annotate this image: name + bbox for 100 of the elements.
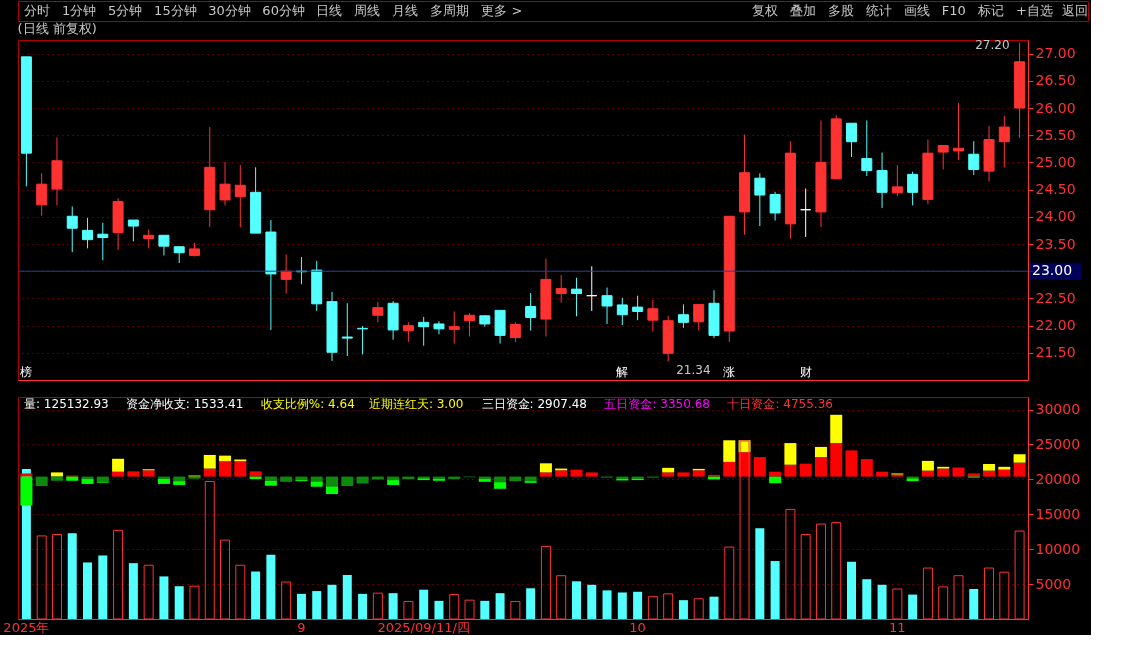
- bar: [952, 467, 965, 477]
- y-tick-label: 10000: [1035, 540, 1081, 557]
- y-tick-label: 25000: [1035, 435, 1081, 452]
- bar: [830, 443, 843, 477]
- bar: [174, 586, 184, 619]
- y-tick-label: 21.50: [1035, 344, 1076, 361]
- candlestick: [82, 217, 94, 249]
- bar: [847, 561, 857, 619]
- y-tick-label: 5000: [1035, 575, 1072, 592]
- bar: [998, 469, 1011, 477]
- bar: [862, 579, 872, 619]
- candlestick: [800, 188, 812, 238]
- bar: [142, 470, 155, 477]
- candlestick: [632, 295, 644, 321]
- y-tick-label: 20000: [1035, 470, 1081, 487]
- bar: [50, 472, 63, 477]
- y-tick-label: 15000: [1035, 505, 1081, 522]
- y-tick-label: 26.00: [1035, 99, 1076, 116]
- candlestick: [357, 325, 369, 355]
- candlestick: [234, 164, 246, 228]
- y-tick-label: 25.50: [1035, 126, 1076, 143]
- bar: [860, 459, 873, 477]
- text: 月线: [392, 3, 419, 18]
- bar: [66, 476, 79, 481]
- bar: [877, 584, 887, 619]
- bar: [494, 476, 507, 483]
- bar: [709, 596, 719, 619]
- text: 复权: [751, 3, 778, 18]
- y-tick-label: 30000: [1035, 401, 1081, 418]
- bar: [526, 588, 536, 619]
- candlestick: [754, 172, 766, 227]
- bar: [480, 600, 490, 619]
- text: 多股: [827, 3, 854, 18]
- text: 画线: [903, 3, 930, 18]
- text: 多周期: [430, 3, 470, 18]
- candlestick: [769, 191, 781, 222]
- text: 5分钟: [108, 3, 143, 18]
- candlestick: [861, 120, 873, 177]
- annotation: 近期连红天: 3.00: [368, 397, 464, 411]
- text: F10: [941, 3, 966, 18]
- bar: [67, 533, 77, 619]
- candlestick: [937, 145, 949, 170]
- bar: [326, 486, 338, 495]
- chart-title: (日线 前复权): [17, 20, 97, 36]
- bar: [419, 589, 429, 619]
- candlestick: [219, 161, 231, 206]
- bar: [908, 594, 918, 619]
- candlestick: [601, 287, 613, 325]
- bar: [203, 454, 216, 469]
- candlestick: [464, 312, 476, 337]
- text: 分时: [24, 3, 50, 18]
- x-tick-label: 10: [629, 619, 646, 635]
- annotation: 27.20: [975, 37, 1010, 52]
- bar: [998, 466, 1011, 470]
- bar: [570, 469, 583, 477]
- candlestick: [143, 228, 155, 249]
- bar: [326, 476, 338, 487]
- bar: [20, 476, 33, 506]
- candlestick: [158, 234, 170, 256]
- bar: [539, 472, 552, 477]
- bar: [266, 554, 276, 619]
- bar: [358, 593, 368, 619]
- bar: [617, 592, 627, 619]
- candlestick: [372, 301, 384, 323]
- annotation: 量: 125132.93: [24, 397, 109, 411]
- bar: [264, 481, 277, 486]
- bar: [83, 562, 93, 619]
- bar: [159, 576, 169, 619]
- bar: [969, 588, 979, 619]
- ref-line-label: 23.00: [1032, 262, 1073, 279]
- bar: [585, 472, 598, 477]
- bar: [799, 463, 812, 477]
- bar: [830, 414, 843, 444]
- bar: [678, 600, 688, 619]
- bar: [203, 468, 216, 477]
- bar: [770, 561, 780, 619]
- bar: [983, 464, 996, 471]
- bar: [1013, 454, 1026, 463]
- candlestick: [525, 292, 537, 331]
- candlestick: [418, 316, 430, 347]
- candlestick: [891, 164, 903, 197]
- bar: [723, 440, 736, 462]
- bar: [784, 464, 797, 477]
- bar: [937, 468, 950, 477]
- bar: [662, 472, 675, 477]
- bar: [251, 571, 261, 619]
- bar: [157, 476, 170, 479]
- bar: [784, 443, 797, 465]
- bar: [434, 600, 444, 619]
- bar: [127, 471, 140, 477]
- y-tick-label: 24.00: [1035, 208, 1076, 225]
- text: 返回: [1062, 3, 1088, 18]
- candlestick: [846, 122, 858, 158]
- bar: [814, 457, 827, 477]
- bar: [98, 555, 108, 619]
- annotation: 三日资金: 2907.48: [481, 397, 587, 411]
- bar: [769, 471, 782, 477]
- text: 1分钟: [62, 3, 97, 18]
- candlestick: [647, 299, 659, 333]
- y-tick-label: 26.50: [1035, 72, 1076, 89]
